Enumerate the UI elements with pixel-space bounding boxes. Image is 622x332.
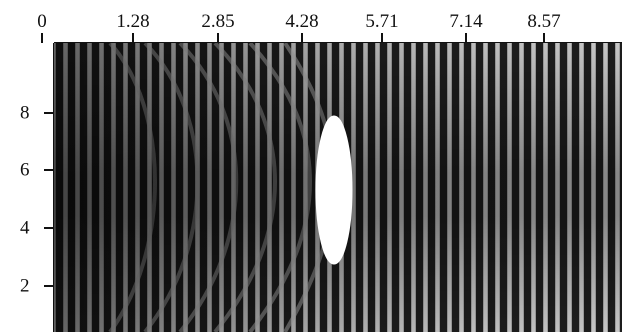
- x-tick-label: 8.57: [527, 11, 561, 32]
- x-tick-label: 7.14: [449, 11, 483, 32]
- y-tick-label: 2: [20, 275, 30, 297]
- x-tick-label: 5.71: [365, 11, 399, 32]
- obstacle-ellipse: [315, 115, 353, 265]
- x-tick-label: 2.85: [201, 11, 235, 32]
- x-tick-label: 1.28: [116, 11, 150, 32]
- wave-field: [54, 43, 622, 332]
- y-tick-label: 4: [20, 217, 30, 239]
- y-tick-label: 6: [20, 159, 30, 181]
- x-tick-label: 0: [37, 11, 47, 32]
- y-tick-label: 8: [20, 102, 30, 124]
- x-tick-label: 4.28: [285, 11, 319, 32]
